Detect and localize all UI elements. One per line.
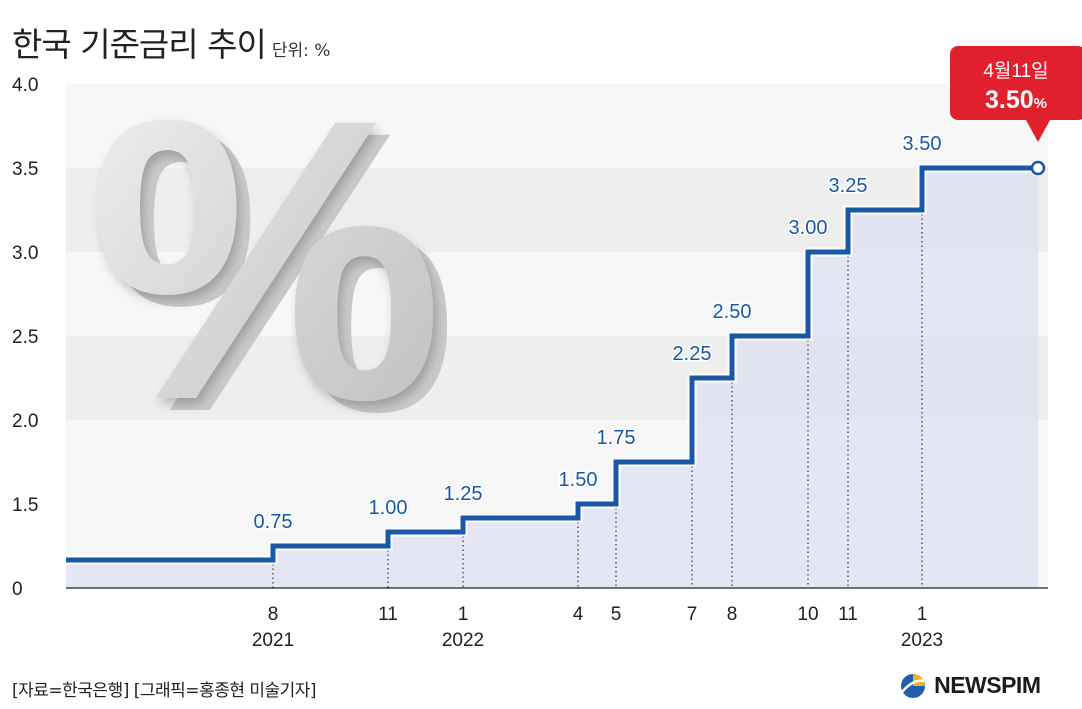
data-label: 1.50 [559,469,598,491]
brand-name: NEWSPIM [934,672,1041,698]
y-tick-label: 2.0 [12,411,38,432]
year-label: 2022 [442,630,484,651]
x-tick-label: 4 [573,604,584,625]
chart-header: 한국 기준금리 추이 단위: % [12,18,330,66]
y-tick-label: 3.0 [12,243,38,264]
step-line [66,160,1046,565]
callout-box [950,46,1082,142]
year-label: 2021 [252,630,294,651]
x-tick-label: 8 [268,604,279,625]
area-under-line [66,168,1038,588]
decor: % % [88,36,458,495]
y-tick-label: 2.5 [12,327,38,348]
brand: NEWSPIM [900,672,1041,699]
data-label: 2.25 [673,343,712,365]
year-label: 2023 [901,630,943,651]
y-tick-label: 1.5 [12,495,38,516]
data-label: 0.75 [254,511,293,533]
source-credit: [자료=한국은행] [그래픽=홍종현 미술기자] [12,681,317,701]
percent-symbol-shadow: % [102,48,458,495]
value-labels: 0.75 1.00 1.25 1.50 1.75 2.252.50 3.003.25 3.50 [252,132,943,535]
latest-rate-callout: 4월11일 3.50% [950,46,1082,142]
data-label: 3.25 [829,175,868,197]
data-label: 1.75 [597,427,636,449]
x-tick-label: 7 [687,604,698,625]
y-tick-label: 0 [12,579,23,600]
step-line-series [66,165,1038,563]
x-tick-label: 8 [727,604,738,625]
month-guides [272,214,923,588]
unit-label: 단위: % [271,41,331,61]
x-tick-label: 1 [917,604,928,625]
percent-symbol-decor: % [88,36,444,483]
x-tick-label: 10 [797,604,818,625]
data-label: 1.00 [369,497,408,519]
chart-title: 한국 기준금리 추이 [12,25,267,64]
callout-value: 3.50% [985,86,1047,114]
area-fill [66,168,1038,588]
newspim-logo-icon [901,673,925,698]
x-tick-label: 11 [378,604,398,625]
data-label: 3.00 [789,217,828,239]
x-tick-label: 1 [458,604,469,625]
latest-point [1030,160,1046,176]
y-tick-label: 4.0 [12,75,38,96]
x-tick-label: 5 [611,604,622,625]
data-label: 3.50 [903,133,942,155]
y-tick-label: 3.5 [12,159,38,180]
grid-band [66,84,1048,168]
data-label: 2.50 [713,301,752,323]
x-tick-label: 11 [838,604,858,625]
data-label: 1.25 [444,483,483,505]
callout-date: 4월11일 [983,60,1048,82]
